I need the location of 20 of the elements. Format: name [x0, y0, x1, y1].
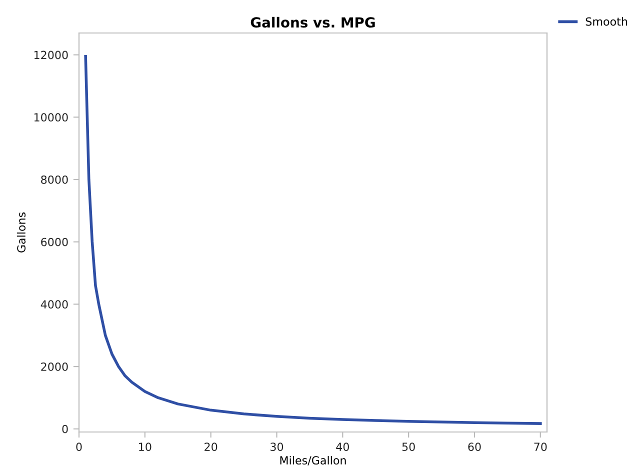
x-axis-title: Miles/Gallon — [280, 456, 346, 466]
x-tick-label: 40 — [336, 442, 349, 452]
y-tick-label: 0 — [62, 424, 68, 434]
x-tick-label: 70 — [534, 442, 547, 452]
x-tick-label: 0 — [76, 442, 82, 452]
x-tick-label: 20 — [204, 442, 218, 452]
y-tick-label: 8000 — [41, 175, 68, 184]
chart-title: Gallons vs. MPG — [250, 16, 375, 28]
y-tick-label: 6000 — [41, 238, 68, 246]
legend-label: Smooth — [586, 17, 628, 26]
x-tick-label: 60 — [468, 442, 481, 452]
y-tick-label: 2000 — [41, 362, 68, 371]
x-tick-label: 10 — [139, 442, 152, 452]
x-tick-label: 30 — [270, 442, 284, 452]
y-tick-label: 10000 — [34, 113, 68, 122]
y-tick-label: 12000 — [34, 50, 68, 60]
y-axis-title: Gallons — [16, 212, 26, 252]
y-tick-label: 4000 — [40, 300, 68, 309]
line-series — [84, 54, 542, 425]
x-tick-label: 50 — [402, 442, 415, 452]
